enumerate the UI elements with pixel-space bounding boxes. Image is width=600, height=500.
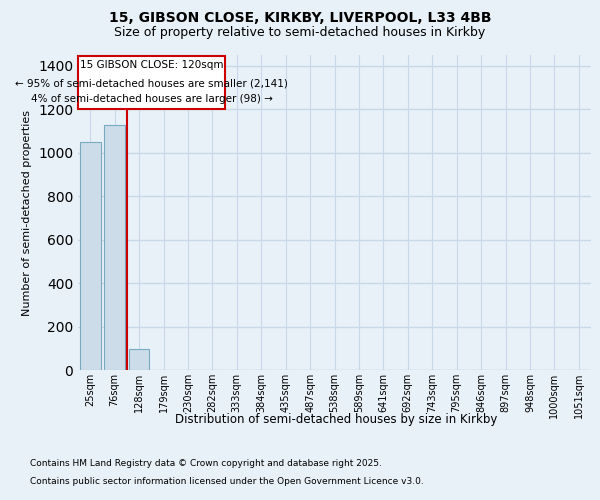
Text: Size of property relative to semi-detached houses in Kirkby: Size of property relative to semi-detach… (115, 26, 485, 39)
Text: Contains public sector information licensed under the Open Government Licence v3: Contains public sector information licen… (30, 477, 424, 486)
FancyBboxPatch shape (79, 56, 224, 110)
Bar (128, 348, 149, 370)
Text: ← 95% of semi-detached houses are smaller (2,141): ← 95% of semi-detached houses are smalle… (15, 78, 288, 88)
Text: 15, GIBSON CLOSE, KIRKBY, LIVERPOOL, L33 4BB: 15, GIBSON CLOSE, KIRKBY, LIVERPOOL, L33… (109, 11, 491, 25)
Y-axis label: Number of semi-detached properties: Number of semi-detached properties (22, 110, 32, 316)
Text: Distribution of semi-detached houses by size in Kirkby: Distribution of semi-detached houses by … (175, 412, 497, 426)
Bar (80, 142, 101, 370)
Text: 4% of semi-detached houses are larger (98) →: 4% of semi-detached houses are larger (9… (31, 94, 272, 104)
Text: 15 GIBSON CLOSE: 120sqm: 15 GIBSON CLOSE: 120sqm (80, 60, 223, 70)
Bar (104, 124, 125, 370)
Text: Contains HM Land Registry data © Crown copyright and database right 2025.: Contains HM Land Registry data © Crown c… (30, 458, 382, 468)
